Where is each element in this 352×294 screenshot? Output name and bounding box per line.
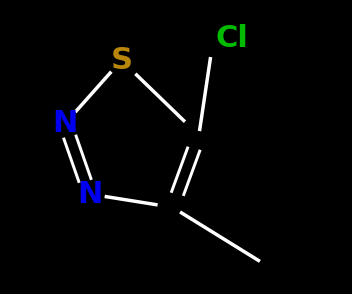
Text: N: N bbox=[77, 180, 102, 208]
Text: Cl: Cl bbox=[216, 24, 249, 53]
Text: N: N bbox=[52, 109, 78, 138]
Text: S: S bbox=[111, 46, 132, 75]
